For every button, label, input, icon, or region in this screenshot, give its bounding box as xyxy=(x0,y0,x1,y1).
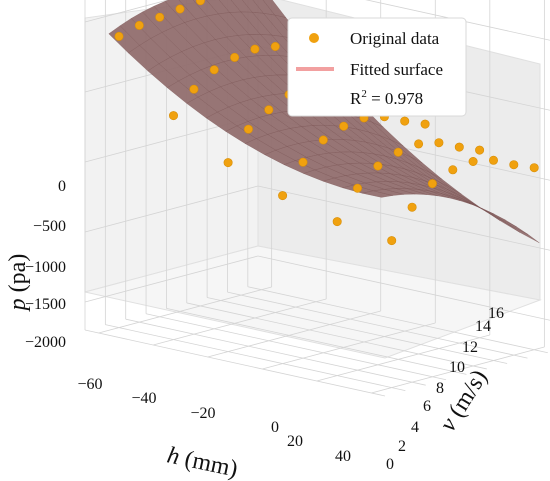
surface-patch xyxy=(508,224,540,243)
data-point xyxy=(114,31,124,41)
x-tick: 0 xyxy=(271,419,279,436)
v-tick: 12 xyxy=(462,339,478,356)
data-point xyxy=(434,138,444,148)
data-point xyxy=(475,145,485,155)
data-point xyxy=(278,191,288,201)
x-tick: 40 xyxy=(335,448,351,465)
v-tick: 4 xyxy=(411,419,419,436)
data-point xyxy=(230,52,240,62)
v-tick: 2 xyxy=(398,438,406,455)
data-point xyxy=(155,12,165,22)
v-tick: 8 xyxy=(436,380,444,397)
data-point xyxy=(454,142,464,152)
grid-line xyxy=(125,318,426,386)
x-tick: −20 xyxy=(190,405,215,422)
grid-line xyxy=(365,0,550,41)
data-point xyxy=(387,236,397,246)
data-point xyxy=(318,135,328,145)
data-point xyxy=(393,147,403,157)
x-tick: −40 xyxy=(131,390,156,407)
data-point xyxy=(250,44,260,54)
legend-label-fitted-surface: Fitted surface xyxy=(350,60,443,79)
x-tick: 20 xyxy=(287,433,303,450)
p-tick: −2000 xyxy=(25,334,66,351)
grid-line xyxy=(247,286,548,354)
v-tick: 0 xyxy=(386,456,394,473)
data-point xyxy=(209,65,219,75)
data-point xyxy=(427,179,437,189)
data-point xyxy=(270,41,280,51)
data-point xyxy=(488,155,498,165)
grid-line xyxy=(84,185,259,233)
grid-line xyxy=(257,185,550,251)
v-tick: 16 xyxy=(488,305,504,322)
legend-label-original-data: Original data xyxy=(350,29,440,48)
v-tick-labels: 0 2 4 6 8 10 12 14 16 xyxy=(386,305,504,473)
grid-line xyxy=(227,291,528,359)
data-point xyxy=(189,84,199,94)
data-point xyxy=(352,183,362,193)
x-tick: −60 xyxy=(77,376,102,393)
p-tick: −1500 xyxy=(25,296,66,313)
v-axis-title: v (m/s) xyxy=(435,365,493,436)
grid-line xyxy=(84,0,170,23)
p-axis-title: p (pa) xyxy=(5,254,31,313)
grid-line xyxy=(98,286,272,334)
grid-line xyxy=(105,324,406,391)
data-point xyxy=(223,158,233,168)
grid-line xyxy=(257,255,550,321)
p-tick: 0 xyxy=(58,178,66,195)
grid-line xyxy=(166,307,467,375)
data-point xyxy=(373,161,383,171)
grid-line xyxy=(262,322,436,370)
data-point xyxy=(448,165,458,175)
legend-r-squared: R2 = 0.978 xyxy=(350,88,423,108)
data-point xyxy=(298,157,308,167)
data-point xyxy=(468,157,478,167)
grid-line xyxy=(207,310,381,358)
data-point xyxy=(339,121,349,131)
p-tick: −1000 xyxy=(25,259,66,276)
data-point xyxy=(169,111,179,121)
x-tick-labels: −60 −40 −20 0 20 40 xyxy=(77,376,351,465)
data-point xyxy=(175,4,185,14)
grid-line xyxy=(186,302,487,370)
data-point xyxy=(264,105,274,115)
data-point xyxy=(400,116,410,126)
grid-line xyxy=(153,298,327,346)
p-tick: −500 xyxy=(33,218,66,235)
v-tick: 6 xyxy=(423,398,431,415)
v-tick: 14 xyxy=(475,318,491,335)
data-point xyxy=(529,163,539,173)
data-point xyxy=(420,119,430,129)
data-point xyxy=(332,217,342,227)
pane-floor xyxy=(84,245,542,359)
x-axis-title: h (mm) xyxy=(165,442,240,481)
grid-line xyxy=(84,255,259,303)
data-point xyxy=(414,139,424,149)
data-point xyxy=(134,20,144,30)
grid-line xyxy=(371,346,545,394)
legend-box xyxy=(287,17,467,117)
legend: Original data Fitted surface R2 = 0.978 xyxy=(287,17,467,117)
v-tick: 10 xyxy=(449,359,465,376)
data-point xyxy=(243,124,253,134)
grid-lines xyxy=(84,0,550,397)
grid-line xyxy=(207,297,508,364)
p-tick-labels: 0 −500 −1000 −1500 −2000 xyxy=(25,178,66,351)
data-point xyxy=(407,202,417,212)
grid-line xyxy=(145,313,447,381)
legend-marker-original-data xyxy=(309,33,319,43)
data-point xyxy=(195,0,205,6)
data-point xyxy=(509,160,519,170)
grid-line xyxy=(316,334,490,382)
grid-line xyxy=(84,329,386,397)
